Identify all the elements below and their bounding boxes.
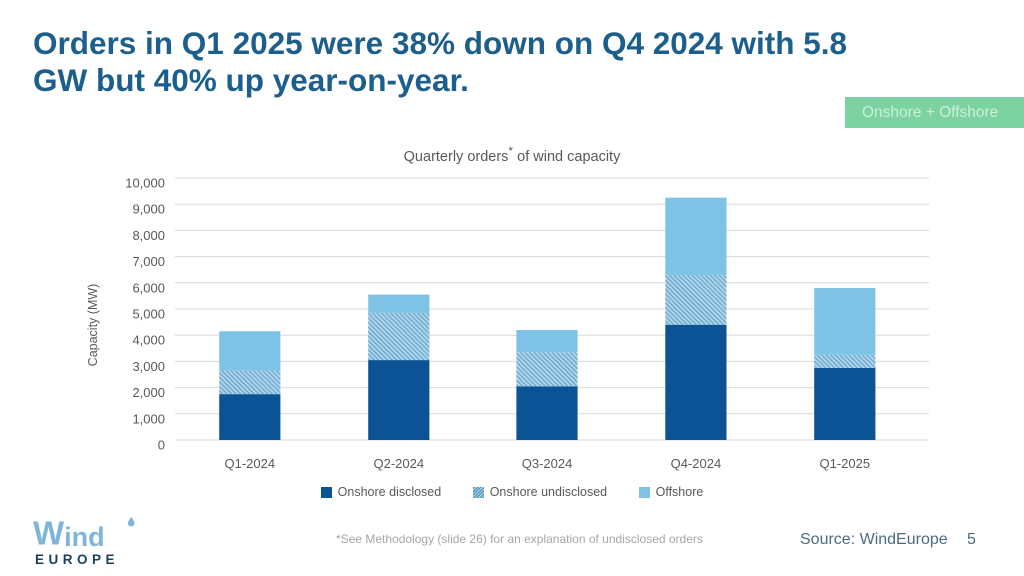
svg-text:0: 0 (158, 438, 165, 453)
svg-text:EUROPE: EUROPE (35, 552, 119, 567)
svg-text:10,000: 10,000 (125, 176, 165, 191)
svg-text:3,000: 3,000 (132, 359, 165, 374)
svg-text:Q1-2025: Q1-2025 (820, 456, 871, 471)
svg-text:Q3-2024: Q3-2024 (522, 456, 573, 471)
svg-text:1,000: 1,000 (132, 411, 165, 426)
svg-text:Q1-2024: Q1-2024 (225, 456, 276, 471)
svg-text:Wind: Wind (33, 515, 105, 553)
svg-text:Q2-2024: Q2-2024 (374, 456, 425, 471)
svg-text:8,000: 8,000 (132, 228, 165, 243)
svg-text:7,000: 7,000 (132, 254, 165, 269)
svg-text:Capacity (MW): Capacity (MW) (86, 284, 100, 367)
svg-text:9,000: 9,000 (132, 202, 165, 217)
svg-text:4,000: 4,000 (132, 333, 165, 348)
svg-text:5,000: 5,000 (132, 307, 165, 322)
svg-text:6,000: 6,000 (132, 280, 165, 295)
svg-text:Q4-2024: Q4-2024 (671, 456, 722, 471)
svg-text:2,000: 2,000 (132, 385, 165, 400)
